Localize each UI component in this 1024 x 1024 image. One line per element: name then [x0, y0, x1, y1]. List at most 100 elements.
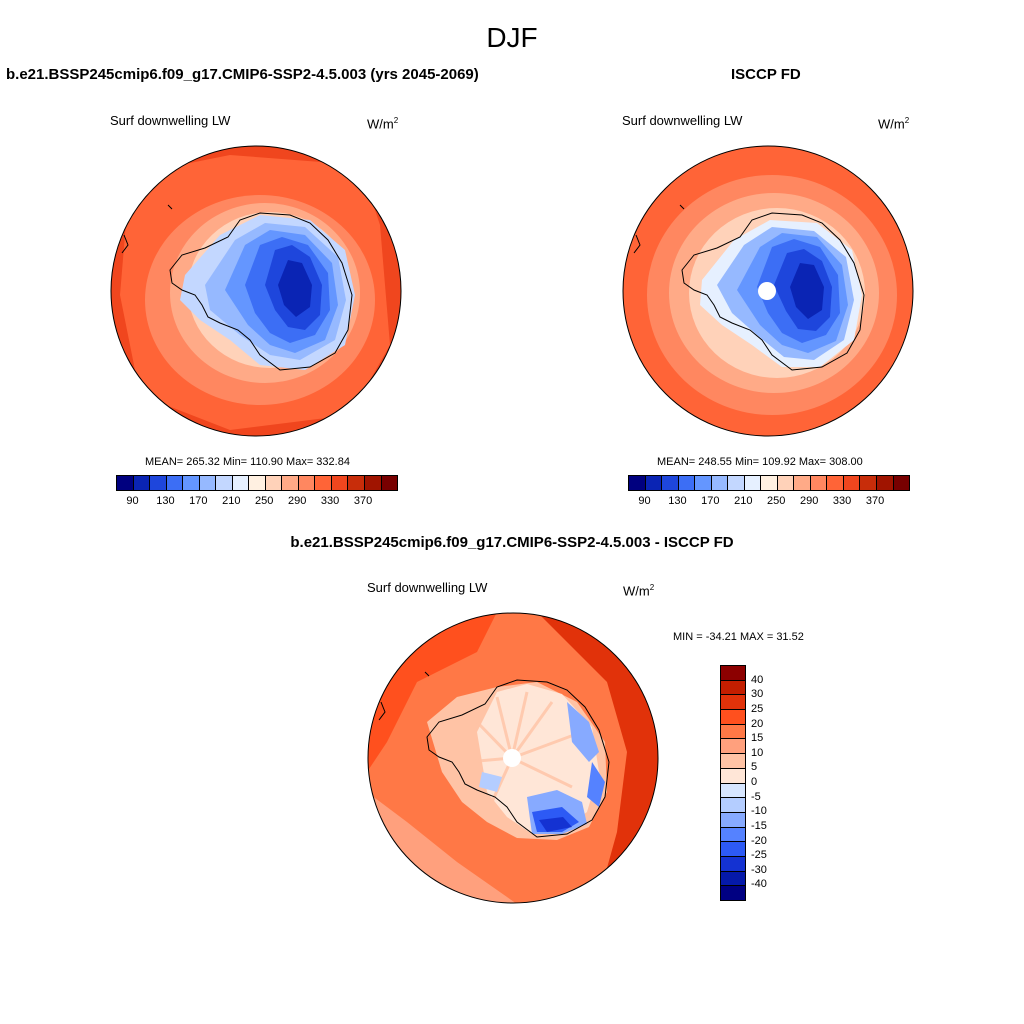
colorbar-tick-label: 130 — [668, 495, 687, 507]
colorbar-tick-label: 370 — [353, 495, 373, 507]
diff-units: W/m2 — [623, 583, 655, 599]
colorbar-tick-label: -30 — [751, 863, 767, 876]
diff-stats: MIN = -34.21 MAX = 31.52 — [673, 631, 804, 643]
colorbar-tick-label: 250 — [255, 495, 274, 507]
right-units: W/m2 — [878, 116, 910, 132]
colorbar-swatch — [232, 476, 250, 490]
right-panel-title: ISCCP FD — [731, 66, 801, 83]
colorbar-swatch — [695, 476, 712, 490]
colorbar-swatch — [744, 476, 762, 490]
colorbar-tick-label: 5 — [751, 761, 758, 774]
colorbar-swatch — [133, 476, 151, 490]
colorbar-swatch — [721, 842, 745, 857]
colorbar-swatch — [794, 476, 811, 490]
colorbar-swatch — [117, 476, 134, 490]
diff-variable-label: Surf downwelling LW — [367, 580, 488, 595]
colorbar-swatch — [721, 812, 745, 828]
colorbar-swatch — [810, 476, 828, 490]
colorbar-tick-label: -5 — [751, 790, 761, 803]
left-variable-label: Surf downwelling LW — [110, 113, 231, 128]
colorbar-swatch — [721, 754, 745, 769]
colorbar-swatch — [711, 476, 729, 490]
colorbar-swatch — [166, 476, 184, 490]
colorbar-swatch — [721, 739, 745, 755]
colorbar-tick-label: 40 — [751, 673, 764, 686]
colorbar-swatch — [777, 476, 795, 490]
colorbar-tick-label: 20 — [751, 717, 764, 730]
colorbar-tick-label: 170 — [189, 495, 208, 507]
colorbar-tick-label: 90 — [126, 495, 139, 507]
colorbar-swatch — [331, 476, 349, 490]
colorbar-tick-label: 250 — [767, 495, 786, 507]
colorbar-swatch — [721, 827, 745, 843]
colorbar-tick-label: 370 — [865, 495, 885, 507]
colorbar-tick-label: 25 — [751, 702, 764, 715]
colorbar-swatch — [183, 476, 200, 490]
colorbar-tick-label: 130 — [156, 495, 175, 507]
right-polar-map — [622, 145, 914, 437]
colorbar-swatch — [348, 476, 365, 490]
colorbar-swatch — [860, 476, 877, 490]
colorbar-tick-label: -20 — [751, 834, 767, 847]
colorbar-swatch — [678, 476, 696, 490]
colorbar-tick-label: -40 — [751, 878, 767, 891]
left-stats: MEAN= 265.32 Min= 110.90 Max= 332.84 — [145, 456, 350, 468]
colorbar-swatch — [315, 476, 332, 490]
colorbar-swatch — [150, 476, 167, 490]
colorbar-tick-label: 210 — [222, 495, 241, 507]
right-colorbar — [628, 475, 910, 491]
right-stats: MEAN= 248.55 Min= 109.92 Max= 308.00 — [657, 456, 863, 468]
colorbar-swatch — [381, 476, 398, 490]
colorbar-swatch — [199, 476, 217, 490]
colorbar-swatch — [721, 724, 745, 740]
colorbar-tick-label: 0 — [751, 776, 758, 788]
colorbar-tick-label: 90 — [638, 495, 651, 507]
left-polar-map — [110, 145, 402, 437]
colorbar-swatch — [629, 476, 646, 490]
colorbar-tick-label: 15 — [751, 732, 764, 745]
colorbar-swatch — [662, 476, 679, 490]
colorbar-tick-label: 330 — [832, 495, 852, 507]
left-panel-title: b.e21.BSSP245cmip6.f09_g17.CMIP6-SSP2-4.… — [6, 66, 479, 83]
colorbar-swatch — [876, 476, 894, 490]
colorbar-tick-label: 290 — [799, 495, 819, 507]
left-coastline — [169, 212, 353, 371]
diff-panel-title: b.e21.BSSP245cmip6.f09_g17.CMIP6-SSP2-4.… — [290, 534, 734, 551]
diff-colorbar — [720, 665, 746, 901]
colorbar-swatch — [265, 476, 283, 490]
colorbar-swatch — [298, 476, 316, 490]
colorbar-swatch — [721, 710, 745, 725]
colorbar-swatch — [728, 476, 745, 490]
right-variable-label: Surf downwelling LW — [622, 113, 743, 128]
colorbar-swatch — [216, 476, 233, 490]
left-units: W/m2 — [367, 116, 399, 132]
colorbar-tick-label: 30 — [751, 688, 764, 701]
colorbar-swatch — [893, 476, 910, 490]
colorbar-tick-label: 170 — [701, 495, 720, 507]
colorbar-tick-label: -25 — [751, 849, 767, 862]
colorbar-swatch — [721, 856, 745, 872]
main-title: DJF — [486, 22, 538, 53]
diff-polar-map — [367, 612, 659, 904]
colorbar-tick-label: 10 — [751, 746, 764, 759]
colorbar-swatch — [721, 886, 745, 900]
colorbar-swatch — [364, 476, 382, 490]
colorbar-tick-label: 290 — [287, 495, 307, 507]
colorbar-swatch — [721, 695, 745, 711]
colorbar-tick-label: -15 — [751, 819, 767, 832]
colorbar-swatch — [282, 476, 299, 490]
colorbar-tick-label: 330 — [320, 495, 340, 507]
colorbar-swatch — [761, 476, 778, 490]
colorbar-swatch — [645, 476, 663, 490]
colorbar-swatch — [843, 476, 861, 490]
colorbar-tick-label: -10 — [751, 805, 767, 818]
diff-coastline — [426, 679, 610, 838]
colorbar-swatch — [721, 680, 745, 696]
colorbar-swatch — [721, 798, 745, 813]
colorbar-swatch — [721, 871, 745, 887]
colorbar-swatch — [721, 666, 745, 681]
left-colorbar — [116, 475, 398, 491]
colorbar-swatch — [827, 476, 844, 490]
colorbar-swatch — [249, 476, 266, 490]
colorbar-swatch — [721, 783, 745, 799]
